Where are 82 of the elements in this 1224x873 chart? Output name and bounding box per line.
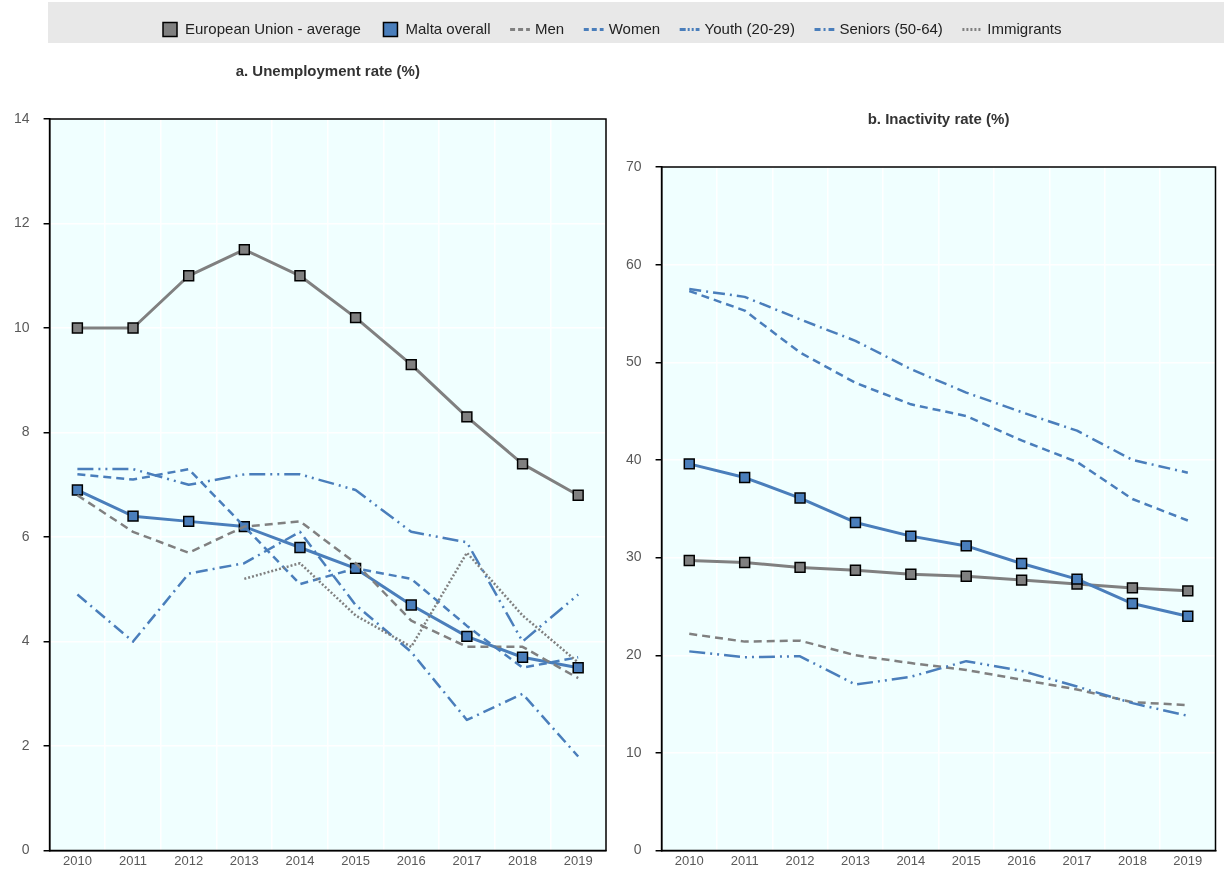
y-tick-label: 20 — [625, 646, 642, 663]
legend-label: Immigrants — [987, 19, 1062, 37]
point — [294, 541, 306, 554]
point — [960, 540, 972, 552]
y-tick-label: 40 — [625, 450, 642, 467]
point — [1015, 557, 1028, 570]
point — [127, 510, 139, 522]
x-tick-label: 2016 — [1007, 852, 1037, 868]
x-tick-label: 2014 — [285, 852, 315, 868]
legend-label: Women — [608, 19, 661, 37]
x-tick-label: 2010 — [62, 852, 92, 868]
x-tick-label: 2019 — [563, 852, 593, 868]
legend-label: Youth (20-29) — [704, 19, 795, 37]
x-tick-label: 2012 — [174, 852, 204, 868]
x-tick-label: 2017 — [1062, 852, 1092, 868]
point — [905, 568, 917, 580]
x-tick-label: 2019 — [1173, 852, 1203, 868]
point — [683, 554, 695, 567]
x-tick-label: 2010 — [674, 852, 704, 868]
y-tick-label: 2 — [21, 736, 30, 753]
y-tick-label: 70 — [625, 157, 642, 174]
y-tick-label: 10 — [625, 743, 642, 760]
chart-title: a. Unemployment rate (%) — [235, 62, 420, 80]
point — [572, 662, 584, 674]
y-tick-label: 0 — [633, 841, 642, 858]
point — [905, 530, 917, 542]
y-tick-label: 14 — [13, 109, 30, 126]
legend-label: European Union - average — [185, 19, 361, 37]
point — [127, 322, 139, 334]
y-tick-label: 30 — [625, 548, 642, 565]
x-tick-label: 2015 — [951, 852, 981, 868]
x-tick-label: 2013 — [840, 852, 870, 868]
x-tick-label: 2016 — [396, 852, 426, 868]
point — [238, 243, 251, 256]
point — [349, 311, 362, 324]
y-tick-label: 12 — [13, 214, 30, 231]
x-tick-label: 2011 — [119, 852, 148, 868]
point — [849, 564, 862, 577]
point — [182, 515, 195, 528]
point — [461, 630, 473, 643]
x-tick-label: 2017 — [452, 852, 482, 868]
y-tick-label: 8 — [21, 423, 30, 440]
point — [1126, 582, 1139, 594]
x-tick-label: 2012 — [785, 852, 815, 868]
point — [1126, 597, 1139, 610]
x-tick-label: 2018 — [508, 852, 537, 868]
point — [794, 561, 806, 574]
point — [1182, 585, 1194, 597]
y-tick-label: 4 — [21, 632, 30, 649]
point — [794, 492, 806, 504]
point — [182, 270, 195, 282]
y-tick-label: 0 — [21, 841, 30, 858]
x-tick-label: 2015 — [341, 852, 371, 868]
point — [405, 358, 417, 371]
x-tick-label: 2018 — [1117, 852, 1147, 868]
y-tick-label: 10 — [13, 318, 30, 335]
point — [1015, 574, 1028, 586]
point — [71, 322, 84, 334]
point — [960, 570, 972, 582]
point — [461, 411, 473, 423]
x-tick-label: 2014 — [896, 852, 926, 868]
x-tick-label: 2013 — [229, 852, 259, 868]
point — [405, 599, 417, 611]
point — [516, 651, 529, 663]
point — [738, 556, 751, 569]
point — [294, 270, 306, 282]
y-tick-label: 50 — [625, 353, 642, 370]
point — [71, 484, 84, 496]
y-tick-label: 6 — [21, 527, 30, 544]
point — [1182, 610, 1194, 622]
y-tick-label: 60 — [625, 255, 642, 272]
legend-label: Men — [535, 19, 565, 37]
point — [738, 471, 751, 484]
point — [516, 458, 529, 470]
chart-title: b. Inactivity rate (%) — [867, 110, 1010, 128]
legend-label: Malta overall — [405, 19, 491, 37]
point — [1071, 573, 1083, 585]
x-tick-label: 2011 — [730, 852, 759, 868]
point — [849, 516, 862, 529]
point — [683, 458, 695, 470]
point — [572, 489, 584, 501]
legend-label: Seniors (50-64) — [839, 19, 943, 37]
